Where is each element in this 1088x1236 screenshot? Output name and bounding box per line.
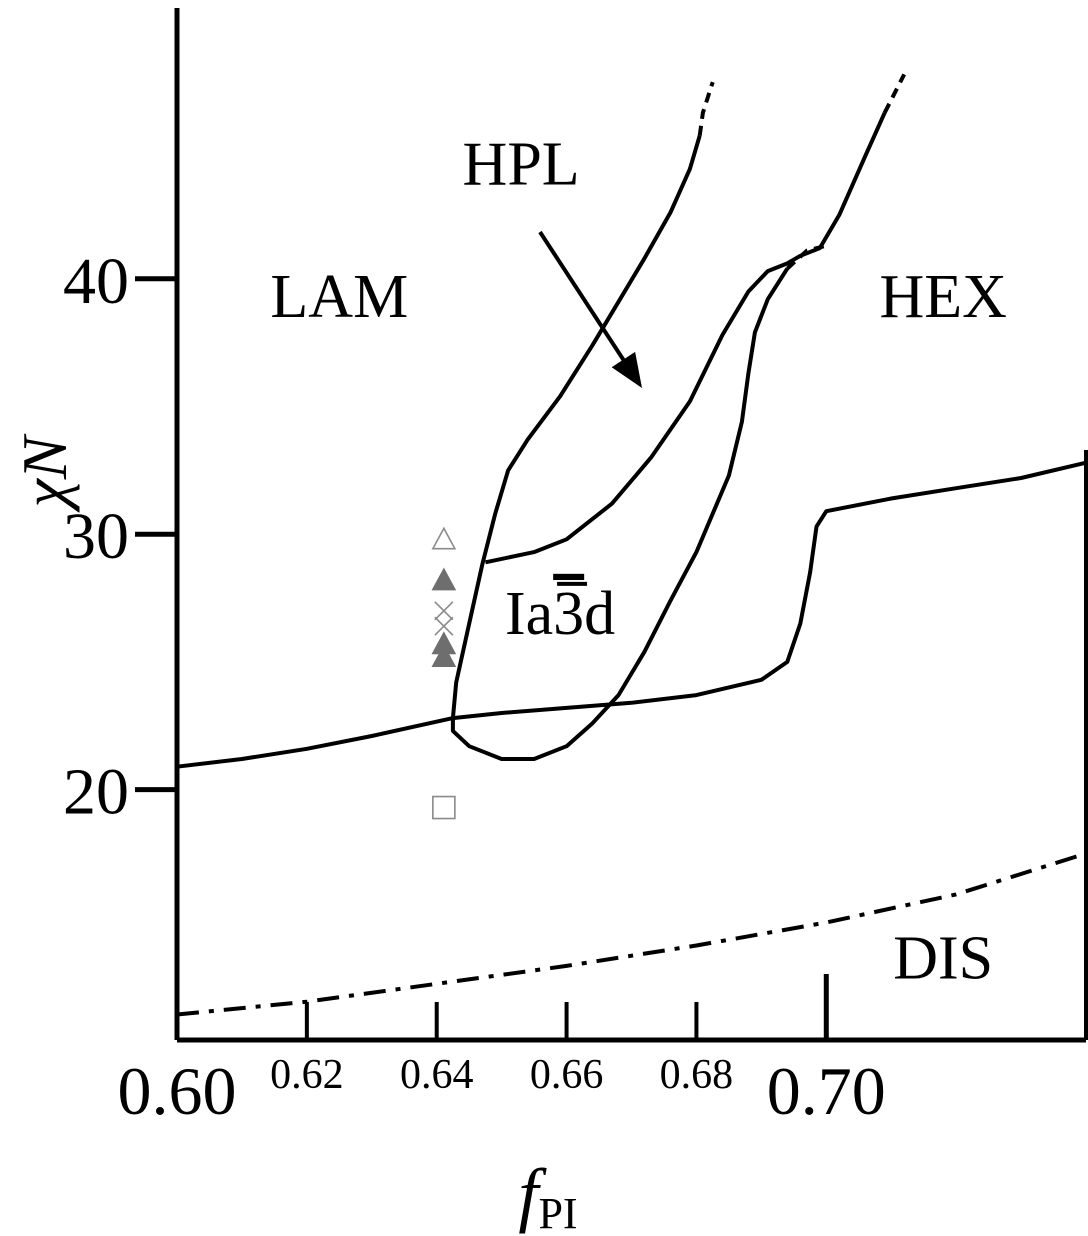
y-tick-label: 30 — [63, 500, 129, 573]
boundary-curve-7 — [882, 73, 906, 114]
x-tick-label-major: 0.70 — [767, 1053, 886, 1129]
region-labels: LAM HEX HPL DIS Ia3d — [270, 130, 1006, 992]
region-label-ia3d: Ia3d — [505, 580, 615, 648]
marker-square-open — [432, 795, 456, 820]
boundary-curve-2 — [450, 267, 789, 761]
phase-boundaries — [176, 73, 1087, 1017]
boundary-curve-6 — [484, 111, 887, 565]
x-axis-title-subscript: PI — [538, 1189, 577, 1236]
marker-triangle-filled — [431, 567, 457, 591]
y-tick-label: 40 — [63, 245, 129, 318]
region-label-dis: DIS — [893, 925, 993, 993]
arrow-shaft — [538, 230, 636, 378]
x-axis-title: fPI — [518, 1154, 577, 1236]
axes — [174, 8, 1088, 1043]
boundary-curve-4 — [450, 135, 702, 719]
ticks: 20 30 40 0.62 0.64 0.66 0.68 0.60 0.70 — [63, 245, 886, 1129]
y-tick-label: 20 — [63, 756, 129, 829]
x-tick-label-major: 0.60 — [118, 1053, 237, 1129]
region-label-hex: HEX — [879, 263, 1006, 331]
x-tick-label-minor: 0.62 — [270, 1052, 344, 1098]
marker-cross — [434, 601, 454, 621]
y-axis-title: χN — [9, 433, 80, 513]
data-markers — [431, 526, 457, 820]
boundary-curve-8 — [176, 851, 1087, 1017]
arrow-head — [611, 351, 642, 388]
region-label-lam: LAM — [270, 263, 408, 331]
hpl-arrow — [538, 230, 642, 388]
x-tick-label-minor: 0.66 — [530, 1052, 604, 1098]
marker-triangle-filled — [431, 644, 457, 667]
boundary-curve-1 — [176, 460, 1087, 769]
marker-triangle-open — [431, 526, 457, 550]
x-tick-label-minor: 0.68 — [660, 1052, 734, 1098]
region-label-hpl: HPL — [463, 130, 580, 198]
x-tick-label-minor: 0.64 — [400, 1052, 474, 1098]
marker-cross — [434, 616, 454, 636]
boundary-curve-5 — [697, 81, 715, 136]
